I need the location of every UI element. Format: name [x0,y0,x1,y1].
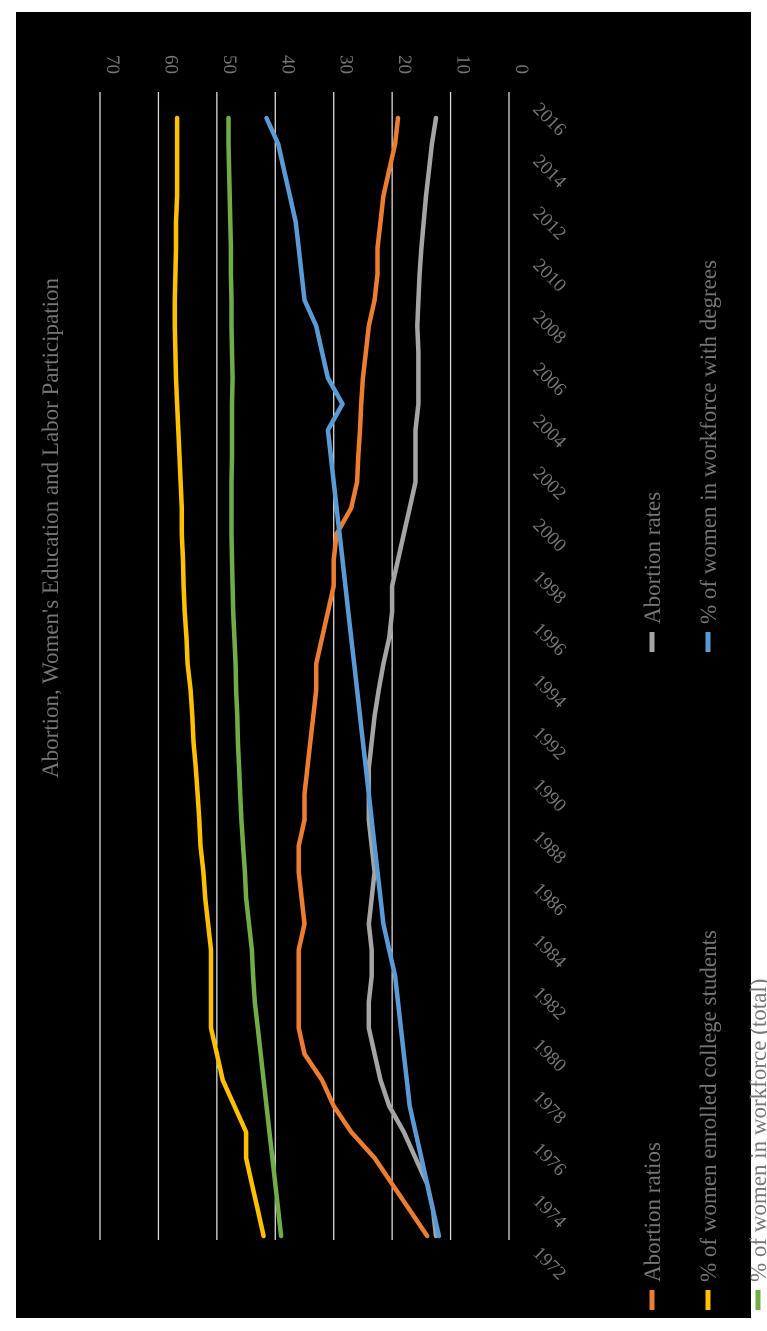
y-tick-label: 30 [336,55,357,74]
y-axis-tick-labels: 0 10 20 30 40 50 60 70 [102,55,532,74]
legend-label: % of women enrolled college students [696,930,721,1282]
y-tick-label: 60 [160,55,181,74]
x-tick-label: 2012 [528,203,570,245]
x-tick-label: 1986 [528,879,570,921]
x-tick-label: 1994 [528,671,570,713]
y-tick-label: 20 [394,55,415,74]
x-tick-label: 2000 [528,515,570,557]
x-tick-label: 1976 [528,1139,570,1181]
legend: Abortion ratios % of women enrolled colle… [640,260,767,1310]
series-lines [172,115,442,1239]
x-tick-label: 2008 [528,307,570,349]
x-tick-label: 1998 [528,567,570,609]
legend-label: % of women in workforce with degrees [696,260,721,624]
x-tick-label: 1982 [528,983,570,1025]
x-tick-label: 1996 [528,619,570,661]
y-tick-label: 50 [219,55,240,74]
x-tick-label: 1972 [528,1243,570,1285]
x-tick-label: 2006 [528,359,570,401]
x-tick-label: 1978 [528,1087,570,1129]
series-line [264,115,442,1239]
x-tick-label: 2014 [528,151,570,193]
series-line [366,115,439,1239]
x-tick-label: 1980 [528,1035,570,1077]
x-tick-label: 2004 [528,411,570,453]
x-tick-label: 2016 [528,99,570,141]
chart-title: Abortion, Women's Education and Labor Pa… [38,277,63,778]
x-tick-label: 1984 [528,931,570,973]
y-tick-label: 10 [453,55,474,74]
x-axis-tick-labels: 1972 1974 1976 1978 1980 1982 1984 1986 1988 1990… [528,99,570,1285]
x-tick-label: 1974 [528,1191,570,1233]
y-tick-label: 70 [102,55,123,74]
x-tick-label: 1990 [528,775,570,817]
y-tick-label: 40 [277,55,298,74]
series-line [296,115,430,1239]
legend-label: Abortion ratios [640,1142,665,1282]
x-tick-label: 1992 [528,723,570,765]
gridlines [99,92,510,1240]
series-line [172,115,266,1239]
y-tick-label: 0 [511,65,532,75]
legend-label: Abortion rates [640,492,665,624]
x-tick-label: 1988 [528,827,570,869]
x-tick-label: 2002 [528,463,570,505]
legend-label: % of women in workforce (total) [746,979,767,1282]
x-tick-label: 2010 [528,255,570,297]
series-line [226,115,284,1239]
